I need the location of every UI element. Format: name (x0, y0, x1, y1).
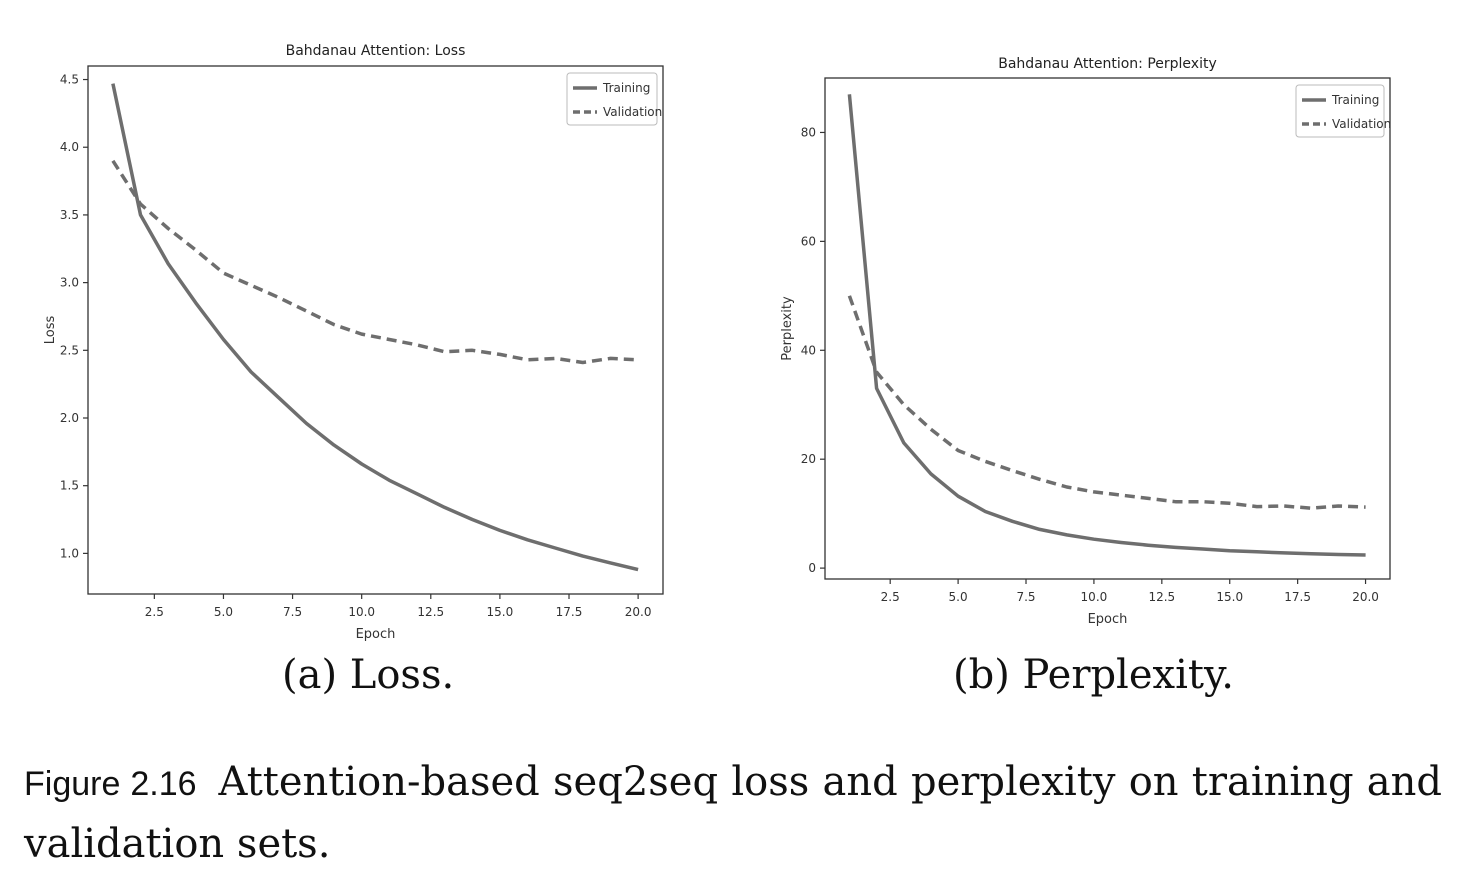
loss-y-tick-label: 2.0 (60, 411, 79, 425)
perplexity-y-axis-title: Perplexity (780, 296, 795, 361)
perplexity-plot-frame (824, 77, 1391, 580)
loss-y-tick-label: 3.5 (60, 208, 79, 222)
loss-legend-label-validation: Validation (603, 105, 662, 119)
loss-x-tick-label: 12.5 (417, 605, 444, 619)
loss-x-tick-label: 7.5 (283, 605, 302, 619)
loss-x-tick-label: 17.5 (556, 605, 583, 619)
perplexity-x-tick-label: 7.5 (1016, 590, 1035, 604)
loss-chart-title: Bahdanau Attention: Loss (286, 43, 466, 59)
loss-y-axis-title: Loss (43, 316, 58, 345)
loss-x-tick-label: 10.0 (348, 605, 375, 619)
perplexity-y-tick-label: 40 (801, 343, 816, 357)
loss-x-tick-label: 15.0 (487, 605, 514, 619)
perplexity-legend-label-training: Training (1331, 93, 1379, 107)
perplexity-chart-panel: Bahdanau Attention: Perplexity 2.5 5.0 7.5 1… (740, 0, 1440, 640)
loss-y-tick-label: 2.5 (60, 343, 79, 357)
loss-legend-label-training: Training (602, 81, 650, 95)
perplexity-legend-label-validation: Validation (1332, 117, 1391, 131)
perplexity-x-tick-label: 2.5 (881, 590, 900, 604)
perplexity-legend: Training Validation (1295, 84, 1391, 138)
loss-plot-frame (87, 65, 664, 595)
perplexity-y-tick-label: 60 (801, 234, 816, 248)
loss-series-validation-line (111, 159, 639, 365)
figure-caption: Figure 2.16 Attention-based seq2seq loss … (24, 752, 1442, 874)
perplexity-y-tick-label: 0 (808, 561, 816, 575)
perplexity-x-tick-label: 20.0 (1352, 590, 1379, 604)
perplexity-y-tick-label: 80 (801, 125, 816, 139)
loss-y-tick-label: 4.0 (60, 140, 79, 154)
subcaption-loss: (a) Loss. (282, 652, 455, 698)
perplexity-x-tick-label: 10.0 (1081, 590, 1108, 604)
perplexity-y-tick-label: 20 (801, 452, 816, 466)
loss-series-training-line (111, 83, 639, 572)
perplexity-series-validation-line (847, 295, 1366, 510)
perplexity-x-tick-label: 17.5 (1284, 590, 1311, 604)
loss-x-tick-label: 5.0 (214, 605, 233, 619)
perplexity-x-axis-title: Epoch (1088, 612, 1128, 627)
perplexity-x-tick-label: 12.5 (1148, 590, 1175, 604)
perplexity-x-tick-label: 5.0 (949, 590, 968, 604)
loss-y-tick-label: 4.5 (60, 73, 79, 87)
figure-caption-text: Attention-based seq2seq loss and perplex… (24, 759, 1443, 867)
perplexity-chart-title: Bahdanau Attention: Perplexity (998, 56, 1216, 72)
loss-x-tick-label: 2.5 (145, 605, 164, 619)
loss-chart: Bahdanau Attention: Loss 2.5 5.0 7.5 10.0 12.… (43, 43, 664, 642)
loss-x-tick-label: 20.0 (625, 605, 652, 619)
loss-y-tick-label: 3.0 (60, 276, 79, 290)
figure-label: Figure 2.16 (24, 765, 197, 803)
loss-legend: Training Validation (566, 72, 662, 126)
loss-y-tick-label: 1.5 (60, 479, 79, 493)
subcaption-perplexity: (b) Perplexity. (953, 652, 1234, 698)
perplexity-x-tick-label: 15.0 (1216, 590, 1243, 604)
perplexity-chart: Bahdanau Attention: Perplexity 2.5 5.0 7.5 1… (780, 56, 1391, 627)
loss-y-tick-label: 1.0 (60, 546, 79, 560)
loss-chart-panel: Bahdanau Attention: Loss 2.5 5.0 7.5 10.0 12.… (0, 0, 700, 642)
perplexity-series-training-line (847, 94, 1366, 557)
loss-x-axis-title: Epoch (356, 627, 396, 642)
